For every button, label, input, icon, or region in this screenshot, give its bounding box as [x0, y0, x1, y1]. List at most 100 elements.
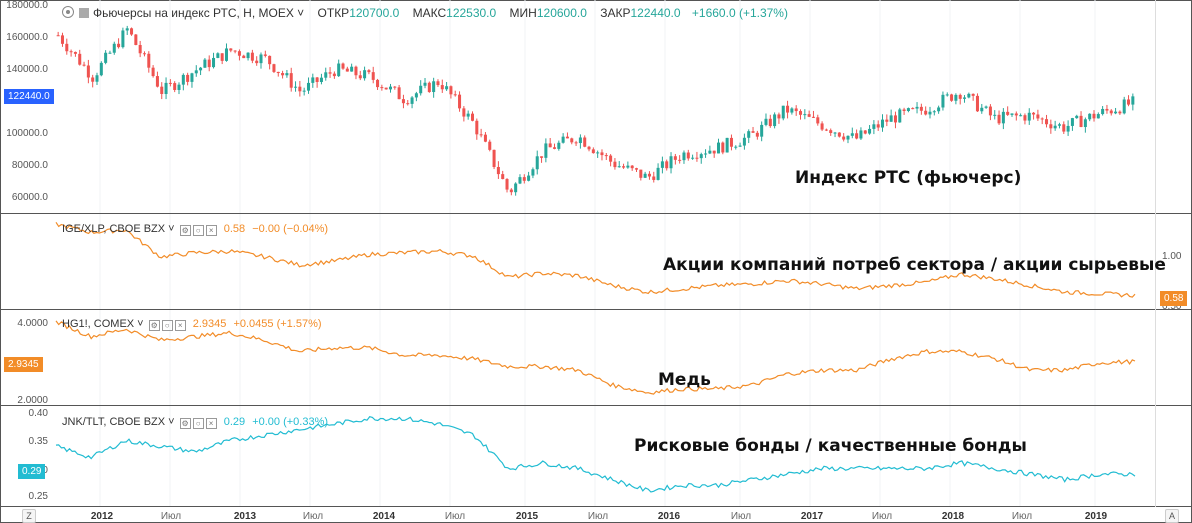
settings-icon[interactable]: ⚙: [179, 225, 191, 236]
ige-pane[interactable]: 1.000.50Акции компаний потреб сектора / …: [0, 214, 1192, 310]
time-axis-label: 2014: [373, 511, 396, 522]
settings-icon[interactable]: ⚙: [148, 320, 160, 331]
jnk-symbol[interactable]: JNK/TLT, CBOE BZX: [62, 416, 166, 428]
hide-icon[interactable]: ○: [192, 225, 204, 236]
rts-pane[interactable]: 180000.0160000.0140000.0120000.0100000.0…: [0, 0, 1192, 214]
candle-body: [868, 128, 872, 134]
candle-body: [376, 79, 380, 88]
close-label: ЗАКР: [600, 6, 631, 20]
axis-tick-label: 160000.0: [6, 32, 48, 43]
candle-body: [1127, 99, 1131, 105]
candle-body: [99, 62, 103, 76]
candle-body: [1075, 115, 1079, 119]
candle-body: [479, 134, 483, 136]
jnk-value: 0.29: [223, 416, 246, 428]
hide-icon[interactable]: ○: [192, 418, 204, 429]
candle-body: [716, 142, 721, 154]
candle-body: [1032, 112, 1036, 115]
chart-annotation: Индекс РТС (фьючерс): [795, 168, 1021, 188]
candle-body: [591, 149, 595, 154]
candle-body: [1083, 119, 1087, 128]
auto-scale-button[interactable]: A: [1165, 509, 1179, 523]
candle-body: [1109, 110, 1113, 114]
hg-pane[interactable]: 4.0000 2.0000 Медь HG1!, COMEX ˅ ⚙ ○ × 2.934…: [0, 310, 1192, 406]
candle-body: [1019, 115, 1023, 117]
time-axis-label: Июл: [161, 511, 181, 522]
candle-body: [384, 87, 388, 90]
chevron-down-icon[interactable]: ˅: [165, 416, 175, 428]
hg-symbol[interactable]: HG1!, COMEX: [62, 318, 135, 330]
candle-body: [751, 131, 755, 133]
time-axis[interactable]: 2012 Июл 2013 Июл 2014 Июл 2015 Июл 2016 Июл 2017 И…: [0, 507, 1192, 523]
rts-chart[interactable]: 180000.0160000.0140000.0120000.0100000.0…: [0, 0, 1192, 214]
chevron-down-icon[interactable]: ˅: [293, 6, 305, 20]
hide-icon[interactable]: ○: [161, 320, 173, 331]
zoom-toggle-button[interactable]: Z: [22, 509, 36, 523]
candle-body: [440, 85, 444, 90]
candle-body: [634, 168, 639, 170]
time-axis-label: Июл: [303, 511, 323, 522]
candle-body: [95, 75, 99, 82]
candle-body: [470, 113, 475, 121]
candle-body: [449, 86, 453, 95]
candle-body: [138, 44, 142, 54]
candle-body: [134, 34, 138, 45]
candle-body: [725, 137, 729, 153]
candle-body: [937, 107, 941, 112]
axis-tick-label: 60000.0: [12, 192, 49, 203]
candle-body: [842, 136, 846, 140]
candle-body: [820, 123, 824, 130]
candle-body: [86, 65, 90, 78]
candle-body: [453, 94, 457, 96]
close-icon[interactable]: ×: [205, 418, 217, 429]
close-icon[interactable]: ×: [205, 225, 217, 236]
chevron-down-icon[interactable]: ˅: [134, 318, 144, 330]
candle-body: [125, 28, 129, 31]
candle-body: [704, 153, 708, 155]
candle-body: [518, 177, 522, 184]
candle-body: [777, 114, 781, 119]
symbol-title[interactable]: Фьючерсы на индекс РТС, Н, MOEX: [93, 6, 294, 20]
candle-body: [224, 48, 228, 61]
candle-body: [505, 179, 509, 190]
ige-chart[interactable]: 1.000.50Акции компаний потреб сектора / …: [0, 214, 1192, 310]
time-axis-label: Июл: [445, 511, 465, 522]
candle-body: [1088, 113, 1092, 120]
axis-tick-label: 140000.0: [6, 64, 48, 75]
time-axis-label: 2017: [801, 511, 824, 522]
ige-symbol[interactable]: IGE/XLP, CBOE BZX: [62, 223, 166, 235]
candle-body: [682, 152, 686, 161]
candle-body: [622, 166, 626, 168]
series-line: [55, 416, 1136, 493]
chevron-down-icon[interactable]: ˅: [165, 223, 175, 235]
candle-body: [475, 120, 479, 135]
candle-body: [911, 108, 915, 110]
candle-body: [255, 60, 259, 64]
candle-body: [552, 147, 557, 149]
candle-body: [246, 52, 250, 59]
candle-body: [259, 54, 263, 64]
candle-body: [121, 30, 125, 48]
candle-body: [289, 73, 293, 88]
candle-body: [436, 81, 440, 86]
last-price-badge: 122440.0: [4, 89, 54, 104]
close-icon[interactable]: ×: [174, 320, 186, 331]
candle-body: [220, 53, 224, 61]
eye-icon[interactable]: [62, 6, 74, 18]
time-axis-label: 2016: [658, 511, 681, 522]
candle-body: [1006, 111, 1010, 115]
candle-body: [1096, 114, 1100, 119]
hg-chart[interactable]: 4.0000 2.0000 Медь: [0, 310, 1192, 406]
candle-body: [712, 150, 716, 154]
hg-last-badge: 2.9345: [4, 357, 43, 372]
candle-body: [816, 117, 820, 124]
candle-body: [406, 103, 410, 105]
candle-body: [1049, 124, 1053, 129]
high-value: 122530.0: [446, 6, 497, 20]
settings-icon[interactable]: ⚙: [179, 418, 191, 429]
candle-body: [993, 114, 997, 116]
candle-body: [669, 156, 673, 169]
candle-body: [173, 83, 177, 90]
candle-body: [889, 115, 893, 122]
